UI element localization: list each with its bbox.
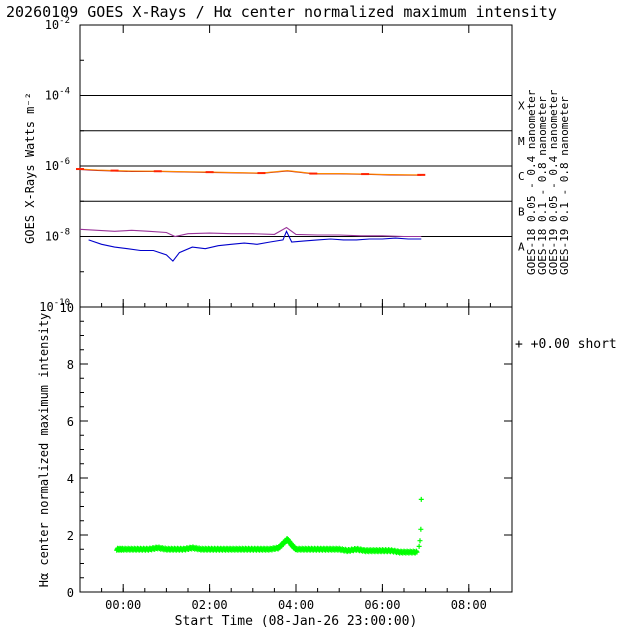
xray-y-tick-label: 10-2 xyxy=(45,16,70,32)
x-tick-label: 02:00 xyxy=(192,598,228,612)
flare-class-label: A xyxy=(518,241,525,254)
x-tick-label: 06:00 xyxy=(364,598,400,612)
flare-class-label: B xyxy=(518,205,525,218)
halpha-point xyxy=(417,538,423,544)
halpha-y-tick-label: 2 xyxy=(67,529,74,543)
halpha-legend-short: + +0.00 short xyxy=(515,337,617,352)
halpha-y-tick-label: 10 xyxy=(60,301,74,315)
halpha-y-tick-label: 8 xyxy=(67,358,74,372)
xray-y-tick-label: 10-4 xyxy=(45,87,70,103)
flare-class-label: M xyxy=(518,135,525,148)
xray-y-axis-label: GOES X-Rays Watts m⁻² xyxy=(23,92,37,244)
xray-y-tick-label: 10-6 xyxy=(45,157,70,173)
legend-entry: GOES-18 0.05 - 0.4 nanometer xyxy=(525,89,538,275)
x-tick-label: 04:00 xyxy=(278,598,314,612)
xray-series-line-3 xyxy=(79,168,422,176)
xray-y-tick-exponent: -2 xyxy=(59,16,70,26)
halpha-y-tick-label: 4 xyxy=(67,472,74,486)
halpha-point xyxy=(413,548,419,554)
flare-class-lines: X M C B A xyxy=(80,95,525,254)
halpha-y-tick-label: 6 xyxy=(67,415,74,429)
x-ticks: 00:00 02:00 04:00 06:00 08:00 xyxy=(79,25,513,612)
xray-y-tick-label: 10-8 xyxy=(45,228,70,244)
halpha-y-axis-label: Hα center normalized maximum intensity xyxy=(37,313,51,588)
x-axis-label: Start Time (08-Jan-26 23:00:00) xyxy=(175,614,418,629)
legend-entry: GOES-18 0.1 - 0.8 nanometer xyxy=(536,96,549,275)
xray-y-tick-exponent: -8 xyxy=(59,228,70,238)
halpha-point xyxy=(418,496,424,502)
xray-series-line-2 xyxy=(79,226,422,238)
xray-y-tick-exponent: -6 xyxy=(59,157,70,167)
legend-entry: GOES-19 0.05 - 0.4 nanometer xyxy=(547,89,560,275)
halpha-y-tick-label: 0 xyxy=(67,586,74,600)
xray-series xyxy=(76,168,426,262)
x-tick-label: 08:00 xyxy=(451,598,487,612)
flare-class-label: X xyxy=(518,100,525,113)
xray-y-tick-exponent: -10 xyxy=(54,298,70,308)
xray-y-tick-exponent: -4 xyxy=(59,87,70,97)
halpha-y-ticks: 0 2 4 6 8 10 xyxy=(60,301,512,600)
flare-class-label: C xyxy=(518,170,525,183)
halpha-point xyxy=(418,526,424,532)
chart-title: 20260109 GOES X-Rays / Hα center normali… xyxy=(6,3,557,21)
xray-y-ticks: 10-2 10-4 10-6 10-8 10-10 xyxy=(39,16,512,314)
halpha-point xyxy=(416,543,422,549)
legend-entry: GOES-19 0.1 - 0.8 nanometer xyxy=(558,96,571,275)
halpha-points xyxy=(114,496,424,556)
x-tick-label: 00:00 xyxy=(105,598,141,612)
xray-series-line-0 xyxy=(88,229,422,262)
halpha-point xyxy=(414,549,420,555)
